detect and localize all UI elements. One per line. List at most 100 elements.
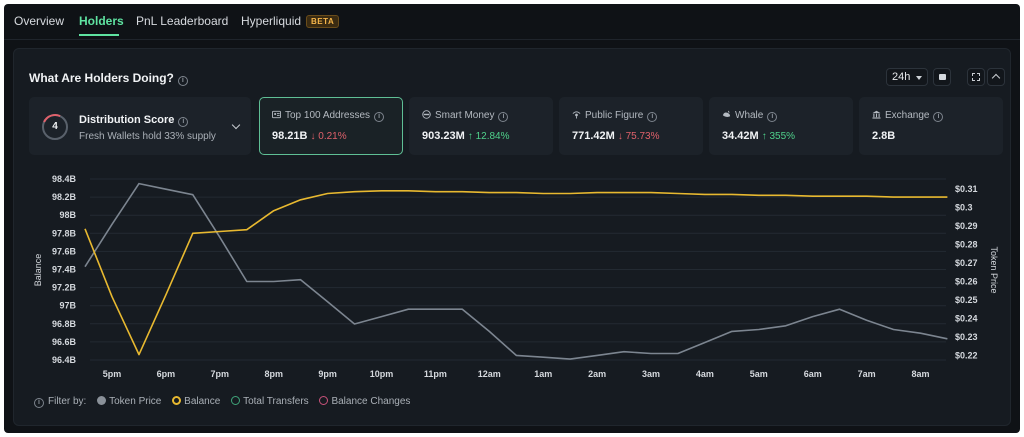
- smart-money-icon: [422, 110, 431, 119]
- x-tick: 10pm: [370, 369, 394, 379]
- x-tick: 12am: [478, 369, 501, 379]
- card-label-row: Smart Money i: [422, 110, 509, 122]
- card-value-row: 34.42M ↑ 355%: [722, 130, 795, 142]
- fullscreen-button[interactable]: [967, 68, 985, 86]
- chart-grid: [90, 178, 946, 361]
- whale-icon: [722, 110, 731, 118]
- calendar-icon: [939, 74, 946, 80]
- info-icon[interactable]: i: [647, 112, 658, 122]
- tab-hyperliquid-label: Hyperliquid: [241, 14, 302, 28]
- card-smart-money[interactable]: Smart Money i 903.23M ↑ 12.84%: [409, 97, 553, 155]
- change-up: ↑ 12.84%: [467, 131, 510, 142]
- x-tick: 5am: [750, 369, 768, 379]
- collapse-button[interactable]: [987, 68, 1005, 86]
- distribution-score-value: 4: [52, 121, 58, 132]
- card-value-row: 2.8B: [872, 130, 895, 142]
- y-tick-right: $0.26: [955, 277, 978, 287]
- legend-token-price[interactable]: Token Price: [97, 396, 161, 407]
- y-tick-left: 97B: [59, 301, 76, 311]
- card-label: Top 100 Addresses: [285, 110, 371, 121]
- app-frame: Overview Holders PnL Leaderboard Hyperli…: [4, 4, 1020, 433]
- card-label: Whale: [735, 110, 764, 121]
- card-value: 771.42M: [572, 130, 615, 142]
- legend-balance[interactable]: Balance: [172, 396, 220, 407]
- time-range-select[interactable]: 24h: [886, 68, 928, 86]
- distribution-title-row: Distribution Score i: [79, 114, 189, 127]
- legend-balance-changes[interactable]: Balance Changes: [319, 396, 410, 407]
- chevron-down-icon: [916, 76, 922, 80]
- chart-ticks: 98.4B 98.2B 98B 97.8B 97.6B 97.4B 97.2B 97B 96.8…: [52, 174, 978, 379]
- x-tick: 7pm: [211, 369, 230, 379]
- tab-pnl-leaderboard[interactable]: PnL Leaderboard: [136, 14, 228, 28]
- card-value-row: 771.42M ↓ 75.73%: [572, 130, 660, 142]
- y-tick-left: 97.6B: [52, 246, 77, 256]
- y-tick-left: 97.4B: [52, 265, 77, 275]
- token-price-series-line: [84, 182, 948, 360]
- active-tab-indicator: [79, 34, 119, 36]
- info-icon[interactable]: i: [178, 117, 189, 127]
- holders-line-chart: 98.4B 98.2B 98B 97.8B 97.6B 97.4B 97.2B 97B 96.8…: [33, 174, 999, 379]
- legend-label: Balance Changes: [331, 396, 411, 407]
- card-public-figure[interactable]: Public Figure i 771.42M ↓ 75.73%: [559, 97, 703, 155]
- info-icon[interactable]: i: [767, 112, 778, 122]
- info-icon[interactable]: i: [374, 112, 385, 122]
- calendar-button[interactable]: [933, 68, 951, 86]
- tab-bar: Overview Holders PnL Leaderboard Hyperli…: [4, 4, 1020, 40]
- card-value-row: 98.21B ↓ 0.21%: [272, 130, 347, 142]
- beta-badge: BETA: [306, 15, 340, 28]
- x-tick: 9pm: [318, 369, 337, 379]
- x-tick: 2am: [588, 369, 606, 379]
- chart-series: [84, 182, 948, 360]
- tab-overview-label: Overview: [14, 14, 65, 28]
- time-range-value: 24h: [892, 71, 911, 83]
- change-value: 0.21%: [318, 131, 347, 142]
- y-axis-label-right: Token Price: [989, 246, 999, 293]
- card-label-row: Top 100 Addresses i: [272, 110, 385, 122]
- x-tick: 6pm: [157, 369, 176, 379]
- tab-hyperliquid[interactable]: Hyperliquid BETA: [241, 14, 340, 28]
- change-value: 12.84%: [475, 131, 510, 142]
- info-icon[interactable]: i: [34, 398, 44, 408]
- y-tick-left: 98B: [59, 210, 76, 220]
- legend-dot: [231, 396, 241, 405]
- tab-overview[interactable]: Overview: [14, 14, 64, 28]
- tab-holders-label: Holders: [79, 14, 124, 28]
- y-tick-left: 97.8B: [52, 228, 77, 238]
- info-icon[interactable]: i: [498, 112, 509, 122]
- info-icon[interactable]: i: [177, 76, 188, 86]
- y-tick-right: $0.31: [955, 184, 978, 194]
- y-tick-left: 96.4B: [52, 355, 77, 365]
- x-tick: 8am: [911, 369, 929, 379]
- y-tick-right: $0.24: [955, 313, 978, 323]
- card-label-row: Exchange i: [872, 110, 944, 122]
- filter-label: i Filter by:: [34, 396, 86, 408]
- tab-holders[interactable]: Holders: [79, 14, 124, 28]
- card-label-row: Public Figure i: [572, 110, 658, 122]
- distribution-subtitle: Fresh Wallets hold 33% supply: [79, 131, 216, 142]
- distribution-score-card[interactable]: 4 Distribution Score i Fresh Wallets hold…: [29, 97, 251, 155]
- change-down: ↓ 75.73%: [617, 131, 660, 142]
- balance-series-line: [84, 190, 948, 356]
- y-tick-right: $0.22: [955, 350, 978, 360]
- y-tick-left: 96.8B: [52, 319, 77, 329]
- card-top-100-addresses[interactable]: Top 100 Addresses i 98.21B ↓ 0.21%: [259, 97, 403, 155]
- info-icon[interactable]: i: [933, 112, 944, 122]
- holders-panel: What Are Holders Doing? i 24h 4 Distribut…: [13, 48, 1011, 426]
- x-tick: 5pm: [103, 369, 122, 379]
- legend-dot: [97, 396, 107, 405]
- legend-dot: [172, 396, 182, 405]
- panel-title-row: What Are Holders Doing? i: [29, 71, 188, 86]
- legend-label: Total Transfers: [243, 396, 309, 407]
- address-book-icon: [272, 110, 281, 119]
- legend-label: Balance: [184, 396, 221, 407]
- x-tick: 6am: [804, 369, 822, 379]
- panel-title: What Are Holders Doing?: [29, 71, 174, 85]
- tab-pnl-leaderboard-label: PnL Leaderboard: [136, 14, 229, 28]
- legend-total-transfers[interactable]: Total Transfers: [231, 396, 309, 407]
- x-tick: 7am: [858, 369, 876, 379]
- chart-legend: i Filter by: Token Price Balance Total Tr…: [34, 396, 418, 408]
- card-whale[interactable]: Whale i 34.42M ↑ 355%: [709, 97, 853, 155]
- bank-icon: [872, 110, 881, 119]
- card-value: 98.21B: [272, 130, 308, 142]
- card-exchange[interactable]: Exchange i 2.8B: [859, 97, 1003, 155]
